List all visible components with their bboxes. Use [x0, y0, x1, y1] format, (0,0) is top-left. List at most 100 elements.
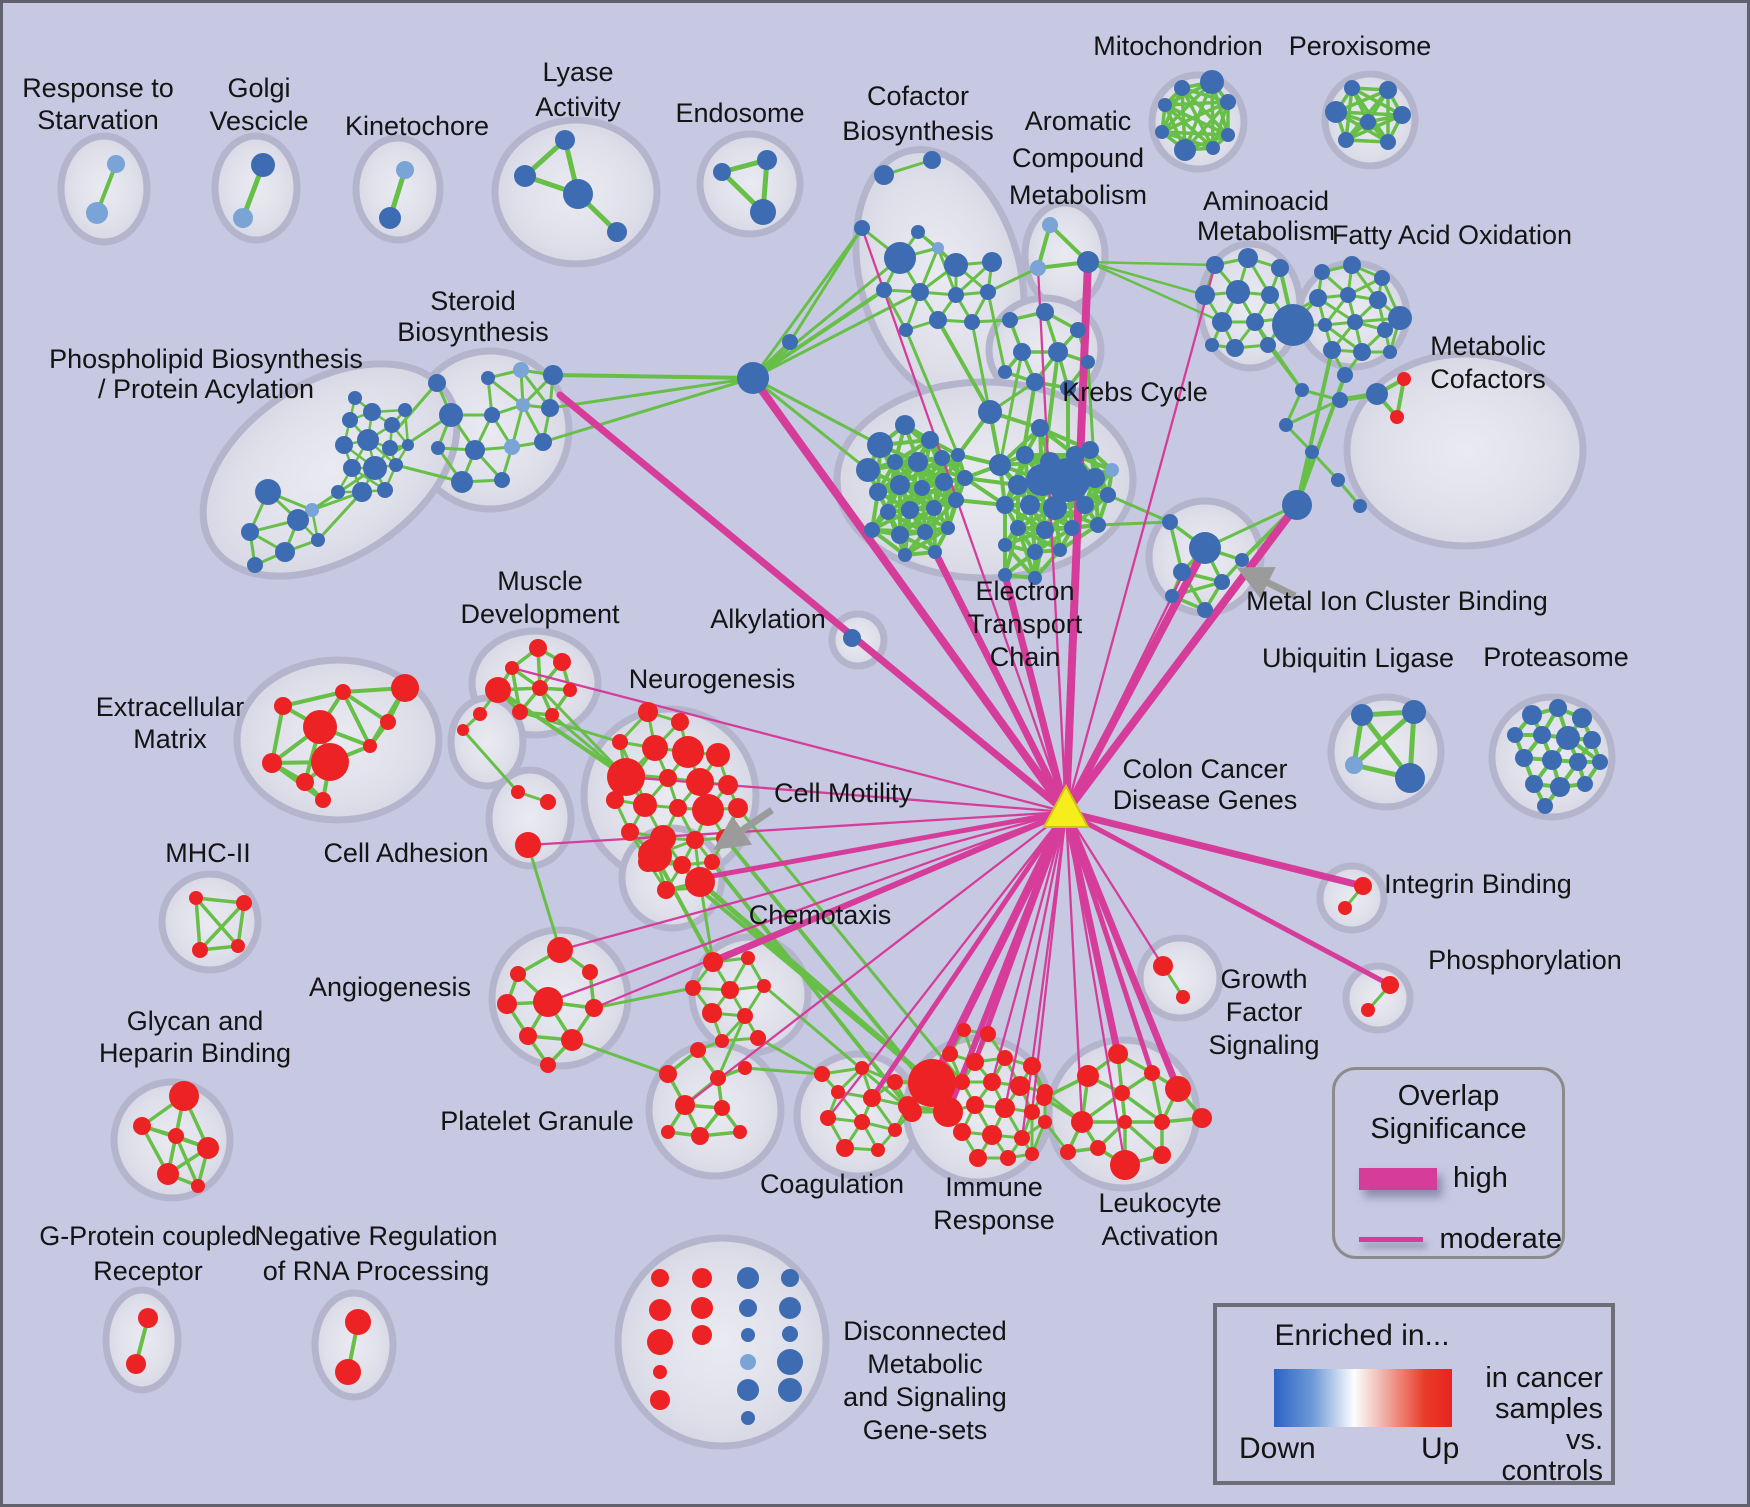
gene-set-node — [1030, 260, 1046, 276]
gene-set-node — [1380, 134, 1396, 150]
gene-set-node — [1369, 291, 1387, 309]
gene-set-node — [1361, 1003, 1375, 1017]
enrichment-down-label: Down — [1239, 1432, 1316, 1465]
gene-set-node — [1176, 990, 1190, 1004]
gene-set-node — [887, 454, 903, 470]
edge-green — [592, 986, 695, 1010]
gene-set-node — [902, 1102, 922, 1122]
legend-overlap-title: Overlap Significance — [1335, 1080, 1562, 1146]
gene-set-node — [1118, 1115, 1132, 1129]
gene-set-node — [247, 557, 263, 573]
gene-set-node — [1070, 322, 1086, 338]
gene-set-node — [638, 702, 658, 722]
cluster-label-aminoacid-metabolism: Metabolism — [1197, 216, 1335, 246]
gene-set-node — [948, 492, 964, 508]
gene-set-node — [757, 150, 777, 170]
gene-set-node — [777, 1349, 803, 1375]
gene-set-node — [653, 1365, 667, 1379]
gene-set-node — [863, 1089, 881, 1107]
gene-set-node — [1569, 753, 1587, 771]
cluster-label-golgi-vescicle: Golgi — [227, 73, 290, 103]
cluster-label-immune-response: Response — [933, 1205, 1055, 1235]
gene-set-node — [1100, 487, 1116, 503]
gene-set-node — [710, 1070, 726, 1086]
gene-set-node — [1556, 726, 1580, 750]
gene-set-node — [914, 480, 930, 496]
cluster-label-proteasome: Proteasome — [1483, 642, 1629, 672]
gene-set-node — [1200, 70, 1224, 94]
edge-overlap-high — [749, 374, 1070, 816]
cluster-label-extracellular-matrix: Extracellular — [96, 692, 245, 722]
gene-set-node — [1008, 475, 1028, 495]
gene-set-node — [1221, 128, 1235, 142]
edge-green — [751, 226, 864, 380]
gene-set-node — [497, 994, 517, 1014]
gene-set-node — [1332, 392, 1348, 408]
edge-green — [394, 463, 464, 484]
gene-set-node — [1077, 251, 1099, 273]
gene-set-node — [737, 1379, 759, 1401]
gene-set-node — [305, 503, 319, 517]
gene-set-node — [1027, 544, 1043, 560]
edge-overlap-high — [1062, 808, 1182, 1093]
gene-set-node — [540, 1057, 556, 1073]
gene-set-node — [382, 440, 398, 456]
edge-green — [341, 690, 390, 724]
gene-set-node — [1323, 341, 1341, 359]
gene-set-node — [1360, 114, 1376, 130]
gene-set-node — [1114, 1085, 1130, 1101]
gene-set-node — [854, 1114, 870, 1130]
gene-set-node — [233, 208, 253, 228]
gene-set-node — [545, 708, 559, 722]
cluster-label-disconnected-gene-sets: and Signaling — [843, 1382, 1007, 1412]
cluster-label-angiogenesis: Angiogenesis — [309, 972, 471, 1002]
gene-set-node — [86, 202, 108, 224]
gene-set-node — [553, 653, 571, 671]
gene-set-node — [888, 1123, 902, 1137]
gene-set-node — [1577, 776, 1593, 792]
gene-set-node — [685, 867, 715, 897]
cluster-label-platelet-granule: Platelet Granule — [440, 1106, 634, 1136]
gene-set-node — [1353, 499, 1367, 513]
enrichment-note-line2: samples — [1495, 1393, 1603, 1425]
gene-set-node — [706, 743, 730, 767]
edge-overlap-high — [1001, 571, 1070, 816]
cluster-label-extracellular-matrix: Matrix — [133, 724, 207, 754]
gene-set-node — [303, 710, 337, 744]
gene-set-node — [481, 371, 495, 385]
gene-set-node — [1542, 750, 1562, 770]
gene-set-node — [1343, 256, 1361, 274]
gene-set-node — [1060, 380, 1076, 396]
cluster-label-growth-factor-signaling: Factor — [1226, 997, 1303, 1027]
edge-overlap-high — [869, 809, 1069, 1101]
gene-set-node — [335, 684, 351, 700]
edge-green — [194, 896, 246, 905]
gene-set-node — [547, 937, 573, 963]
gene-set-node — [1110, 1150, 1140, 1180]
gene-set-node — [1206, 256, 1224, 274]
gene-set-node — [1325, 101, 1347, 123]
gene-set-node — [1060, 1144, 1076, 1160]
enrichment-note: in cancer samples vs. controls — [1463, 1363, 1603, 1487]
gene-set-node — [1220, 94, 1236, 110]
gene-set-node — [814, 1066, 830, 1082]
gene-set-node — [402, 439, 414, 451]
edge-green — [986, 290, 1007, 374]
gene-set-node — [1226, 280, 1250, 304]
gene-set-node — [954, 1074, 970, 1090]
cluster-label-g-protein-coupled-receptor: Receptor — [93, 1256, 203, 1286]
gene-set-node — [1395, 763, 1425, 793]
cluster-ellipse-metabolic-cofactors — [1343, 350, 1587, 550]
cluster-label-alkylation: Alkylation — [710, 604, 826, 634]
gene-set-node — [1046, 458, 1090, 502]
gene-set-node — [657, 881, 675, 899]
gene-set-node — [191, 1179, 205, 1193]
gene-set-node — [908, 1059, 956, 1107]
gene-set-node — [690, 1042, 706, 1058]
edge-green — [341, 690, 372, 748]
cluster-label-golgi-vescicle: Vescicle — [209, 106, 308, 136]
gene-set-node — [650, 1390, 670, 1410]
edge-green — [1163, 100, 1230, 107]
gene-set-node — [887, 1074, 903, 1090]
edge-green — [1160, 130, 1230, 137]
